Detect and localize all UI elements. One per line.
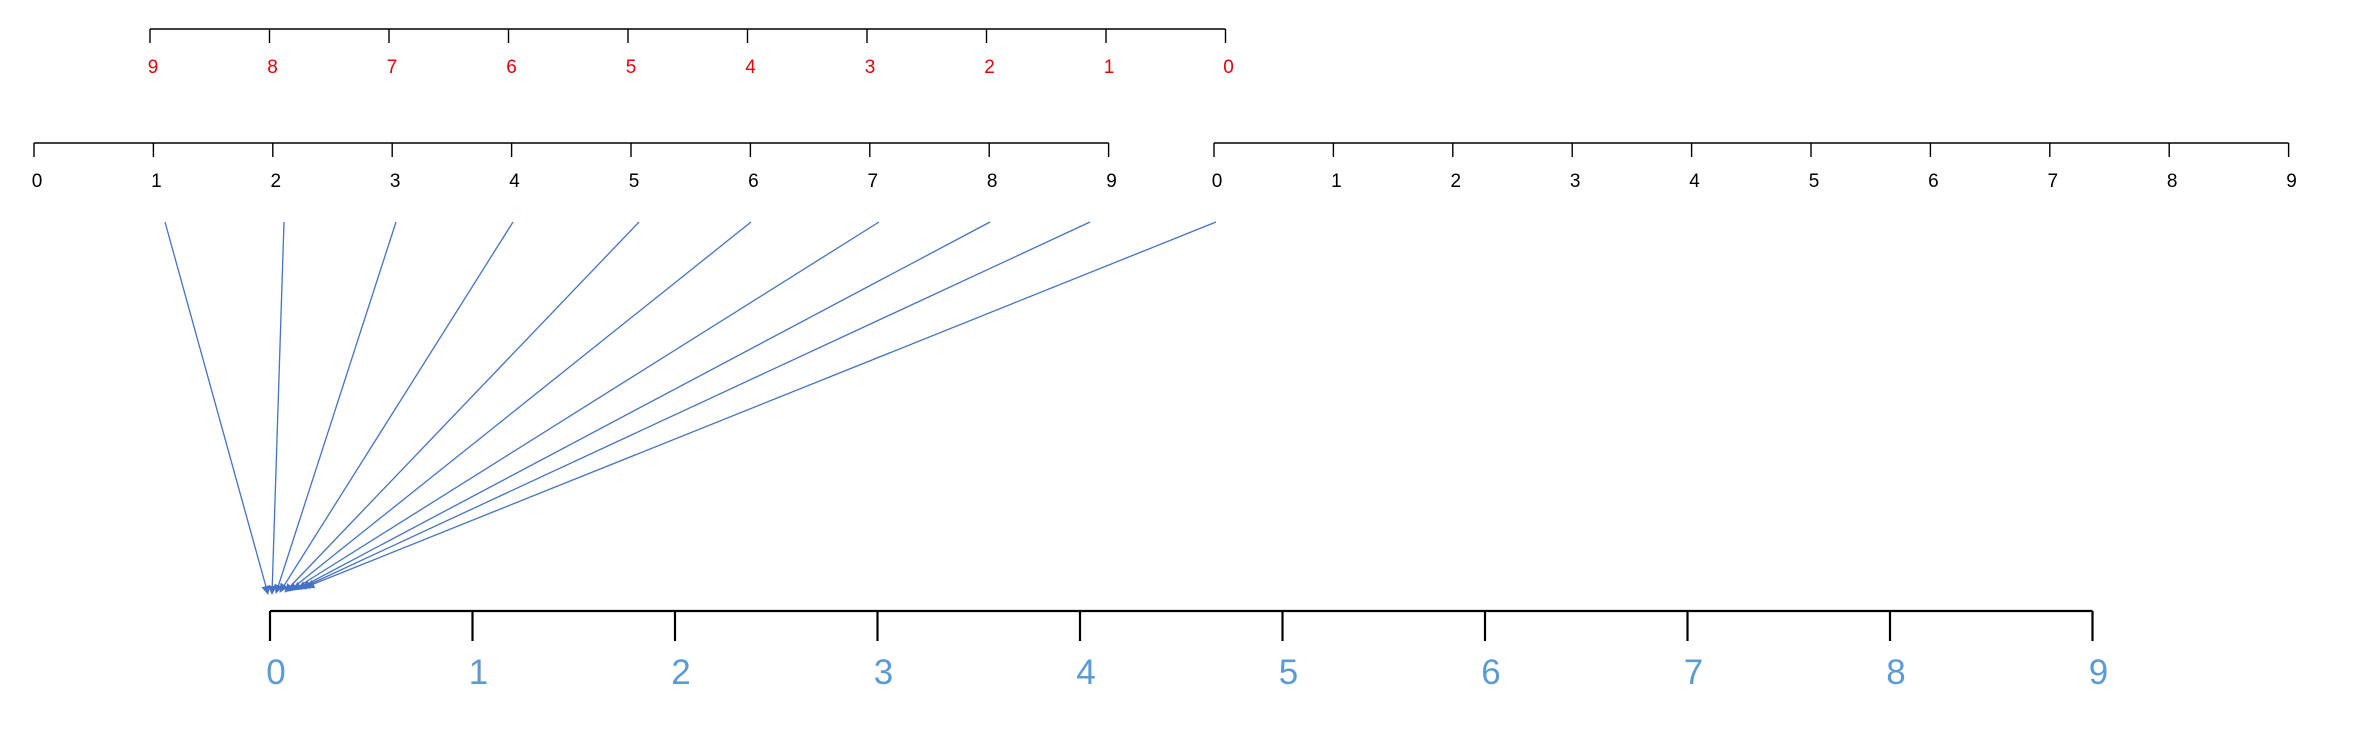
red-tick-label-6: 3 <box>865 57 876 78</box>
mapping-arrow-5 <box>288 221 752 592</box>
left-tick-label-2: 2 <box>271 171 282 192</box>
left-tick-label-4: 4 <box>509 171 520 192</box>
bottom-tick-label-6: 6 <box>1481 653 1500 692</box>
red-tick-label-0: 9 <box>148 57 159 78</box>
red-tick-label-9: 0 <box>1223 57 1234 78</box>
right-tick-label-5: 5 <box>1809 171 1820 192</box>
mapping-arrow-7 <box>297 221 991 590</box>
bottom-tick-label-2: 2 <box>671 653 690 692</box>
mapping-arrow-0 <box>164 221 271 595</box>
bottom-tick-label-0: 0 <box>266 653 285 692</box>
right-number-line: 0 1 2 3 4 5 6 7 8 9 <box>1212 142 2297 192</box>
left-tick-label-5: 5 <box>629 171 640 192</box>
left-tick-label-0: 0 <box>32 171 43 192</box>
mapping-arrow-9 <box>305 221 1217 589</box>
right-tick-label-1: 1 <box>1331 171 1342 192</box>
left-tick-label-9: 9 <box>1106 171 1117 192</box>
bottom-tick-label-8: 8 <box>1886 653 1905 692</box>
bottom-tick-label-5: 5 <box>1279 653 1298 692</box>
red-tick-label-7: 2 <box>984 57 995 78</box>
mapping-arrow-1 <box>267 221 285 595</box>
red-tick-label-3: 6 <box>506 57 517 78</box>
red-tick-label-2: 7 <box>387 57 398 78</box>
left-tick-label-1: 1 <box>151 171 162 192</box>
left-tick-label-6: 6 <box>748 171 759 192</box>
right-tick-label-7: 7 <box>2048 171 2059 192</box>
red-tick-label-4: 5 <box>626 57 637 78</box>
left-tick-label-3: 3 <box>390 171 401 192</box>
mapping-arrow-3 <box>279 221 514 593</box>
right-tick-label-6: 6 <box>1928 171 1939 192</box>
left-number-line: 0 1 2 3 4 5 6 7 8 9 <box>32 142 1117 192</box>
bottom-tick-label-3: 3 <box>874 653 893 692</box>
left-tick-label-8: 8 <box>987 171 998 192</box>
right-tick-label-0: 0 <box>1212 171 1223 192</box>
mapping-arrow-6 <box>292 221 880 591</box>
bottom-tick-label-1: 1 <box>469 653 488 692</box>
mapping-arrows <box>164 221 1217 595</box>
left-tick-label-7: 7 <box>868 171 879 192</box>
mapping-arrow-2 <box>274 221 397 594</box>
bottom-tick-label-4: 4 <box>1076 653 1095 692</box>
mapping-arrow-8 <box>301 221 1091 589</box>
red-tick-label-1: 8 <box>267 57 278 78</box>
right-tick-label-8: 8 <box>2167 171 2178 192</box>
bottom-number-line: 0 1 2 3 4 5 6 7 8 9 <box>266 609 2108 692</box>
mapping-arrow-4 <box>284 221 640 593</box>
right-tick-label-3: 3 <box>1570 171 1581 192</box>
right-tick-label-4: 4 <box>1689 171 1700 192</box>
red-number-line: 9 8 7 6 5 4 3 2 1 0 <box>148 28 1234 78</box>
right-tick-label-9: 9 <box>2286 171 2297 192</box>
right-tick-label-2: 2 <box>1451 171 1462 192</box>
bottom-tick-label-7: 7 <box>1684 653 1703 692</box>
red-tick-label-5: 4 <box>745 57 756 78</box>
red-tick-label-8: 1 <box>1104 57 1115 78</box>
bottom-tick-label-9: 9 <box>2089 653 2108 692</box>
